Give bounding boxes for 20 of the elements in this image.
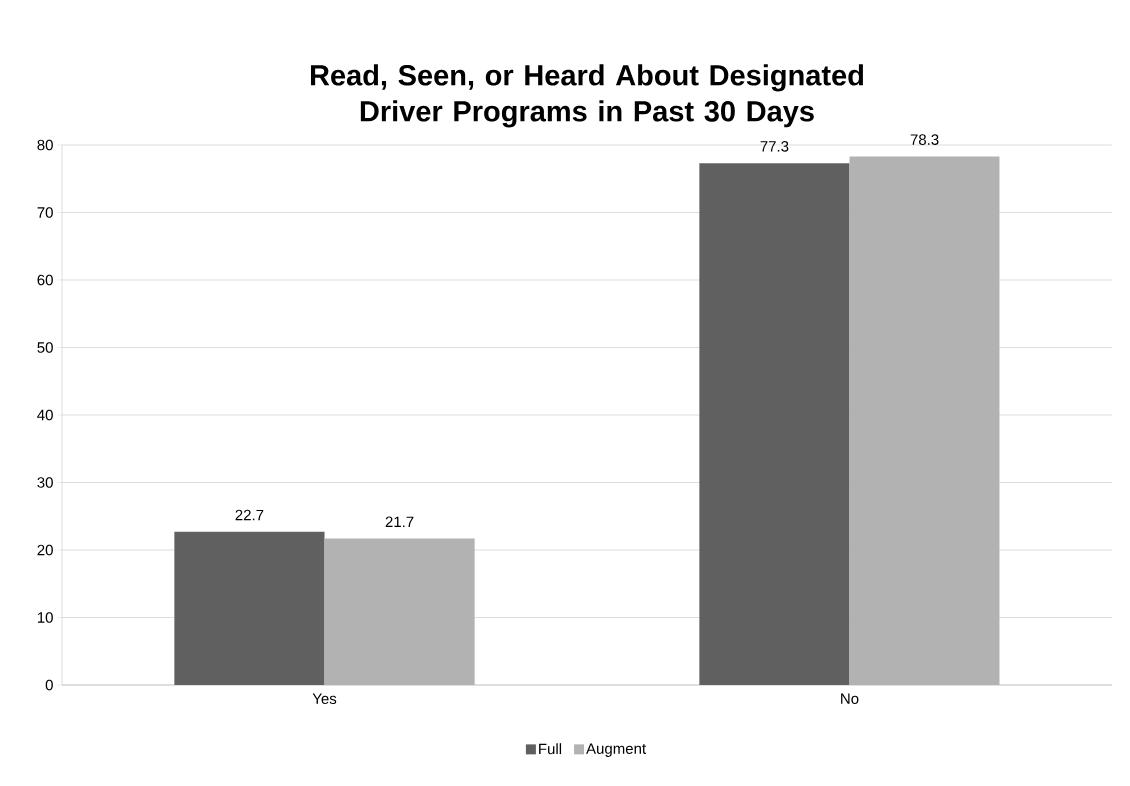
y-tick-label: 30 (37, 477, 53, 488)
data-label: 22.7 (235, 509, 264, 521)
data-label: 78.3 (910, 134, 939, 145)
legend-label: Full (539, 743, 562, 755)
bar (699, 163, 850, 685)
y-tick-label: 20 (37, 544, 53, 556)
x-tick-label: No (841, 693, 859, 704)
y-tick-label: 40 (37, 409, 53, 421)
legend-label: Augment (586, 743, 646, 757)
chart-title: Read, Seen, or Heard About Designated Driver Programs in Past 30 Days (310, 64, 864, 128)
data-label: 21.7 (385, 516, 414, 527)
bar (174, 531, 325, 685)
y-tick-label: 60 (37, 274, 53, 286)
y-tick-label: 50 (37, 342, 53, 353)
y-tick-label: 70 (37, 207, 53, 218)
y-tick-label: 0 (45, 679, 53, 691)
y-tick-label: 80 (37, 139, 53, 151)
x-tick-label: Yes (312, 693, 337, 704)
y-tick-label: 10 (37, 612, 53, 623)
data-label: 77.3 (760, 141, 789, 152)
